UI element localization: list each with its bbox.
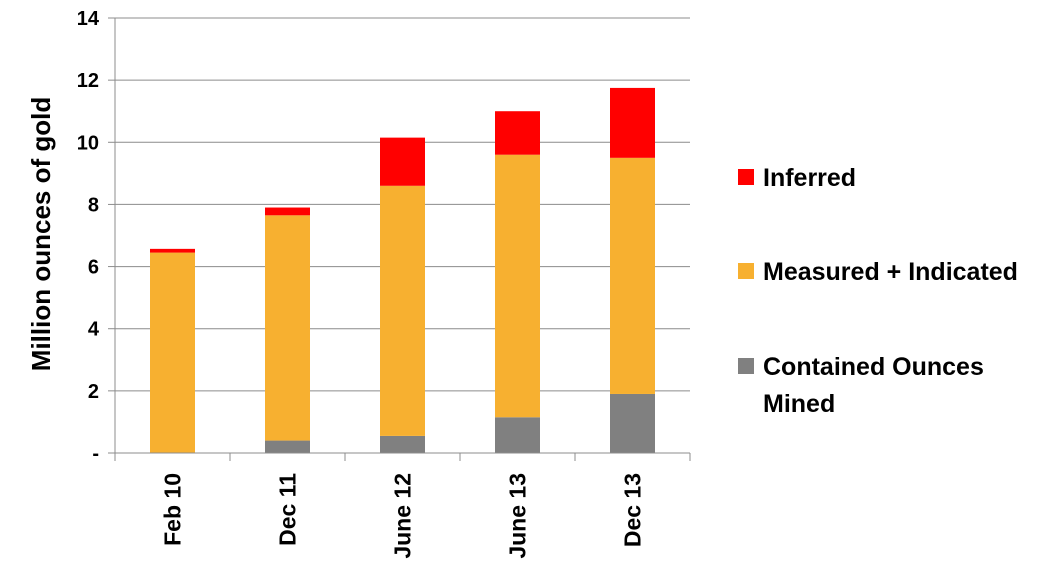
bars — [150, 87, 655, 453]
legend-label: Contained Ounces Mined — [763, 353, 984, 418]
bar-segment — [610, 87, 655, 158]
bar-segment — [150, 252, 195, 453]
bar-segment — [265, 207, 310, 216]
y-tick-label: 12 — [77, 70, 99, 92]
legend-label: Measured + Indicated — [763, 258, 1018, 286]
bar-segment — [380, 435, 425, 453]
x-tick-label: Dec 13 — [620, 473, 646, 547]
x-tick-label: Dec 11 — [275, 473, 301, 546]
bar-segment — [265, 215, 310, 441]
bar-segment — [380, 137, 425, 186]
x-tick-label: June 12 — [390, 473, 416, 559]
x-tick-labels: Feb 10 Dec 11 June 12 June 13 Dec 13 — [160, 473, 646, 559]
y-tick-label: 4 — [88, 319, 100, 341]
bar-segment — [495, 417, 540, 453]
axes — [108, 17, 691, 461]
bar-segment — [150, 248, 195, 253]
legend: Inferred Measured + Indicated Contained Ou… — [738, 164, 1018, 418]
y-tick-label: 2 — [88, 381, 99, 403]
legend-swatch — [738, 169, 754, 185]
bar-segment — [265, 440, 310, 453]
bar-segment — [610, 393, 655, 453]
bar-segment — [610, 157, 655, 394]
bar-segment — [380, 185, 425, 436]
bar-segment — [495, 111, 540, 155]
legend-swatch — [738, 358, 754, 374]
legend-label: Inferred — [763, 164, 856, 192]
x-tick-label: Feb 10 — [160, 473, 186, 546]
y-tick-label: 14 — [77, 8, 100, 30]
y-tick-label: - — [92, 443, 99, 465]
legend-swatch — [738, 263, 754, 279]
x-tick-label: June 13 — [505, 473, 531, 559]
y-tick-label: 10 — [77, 132, 99, 154]
y-tick-labels: - 2 4 6 8 10 12 14 — [77, 8, 100, 465]
y-tick-label: 6 — [88, 257, 99, 279]
bar-segment — [495, 154, 540, 418]
y-tick-label: 8 — [88, 194, 99, 216]
y-axis-title: Million ounces of gold — [26, 97, 56, 371]
